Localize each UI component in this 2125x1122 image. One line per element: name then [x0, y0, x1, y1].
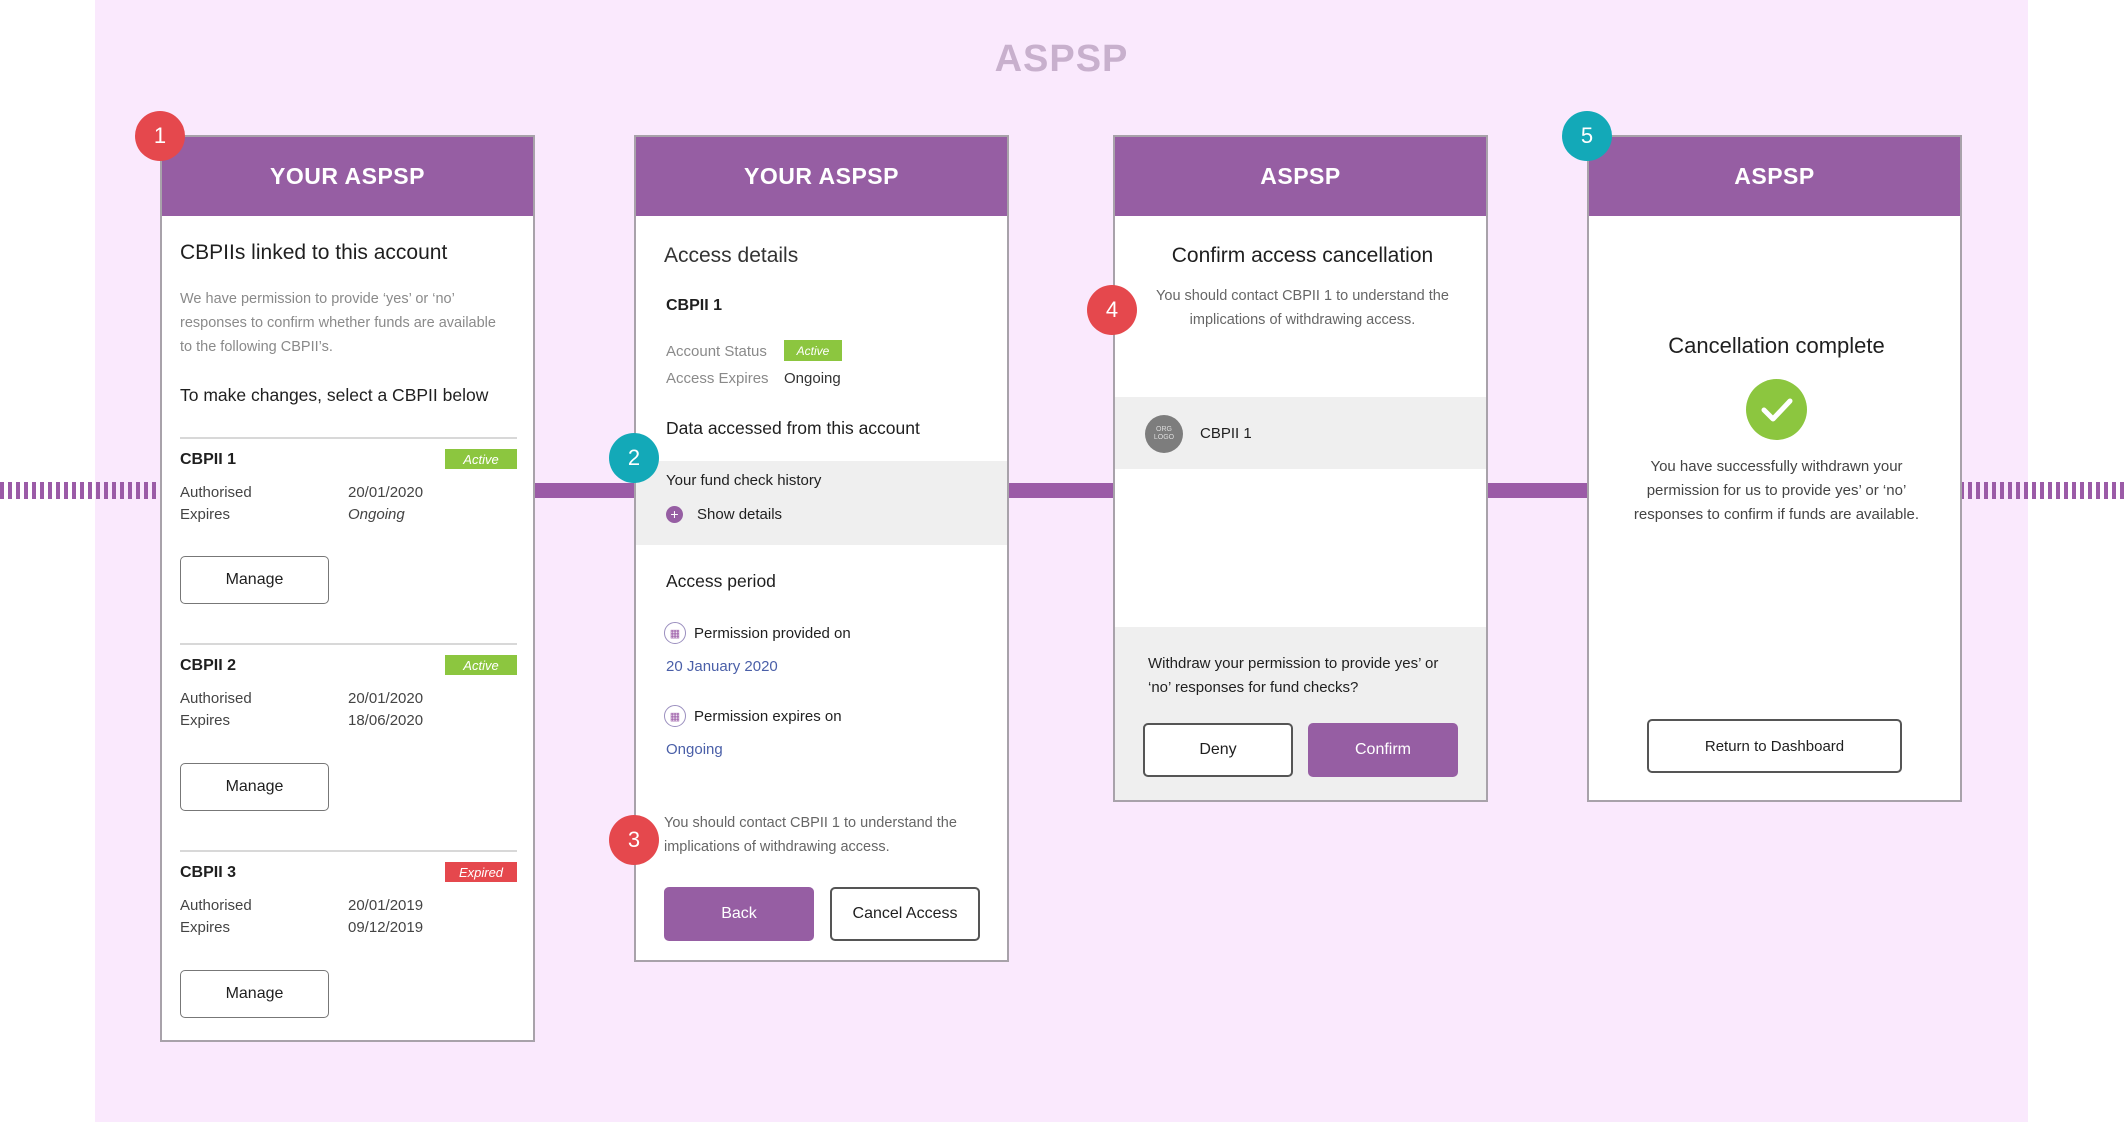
- success-message-line: You have successfully withdrawn your: [1650, 458, 1903, 475]
- notice-line: implications of withdrawing access.: [1189, 312, 1416, 328]
- region-title: ASPSP: [994, 38, 1129, 80]
- success-message-line: permission for us to provide yes’ or ‘no…: [1646, 482, 1907, 499]
- page-title: Cancellation complete: [1668, 333, 1885, 358]
- step-marker-4: 4: [1087, 285, 1137, 335]
- access-expires-label: Access Expires: [666, 370, 769, 387]
- authorised-label: Authorised: [180, 690, 252, 707]
- authorised-label: Authorised: [180, 897, 252, 914]
- success-message-line: responses to confirm if funds are availa…: [1633, 506, 1920, 523]
- permission-provided-date: 20 January 2020: [666, 658, 778, 675]
- expires-value: Ongoing: [348, 506, 405, 523]
- status-badge: Active: [445, 655, 517, 675]
- page-title: CBPIIs linked to this account: [180, 241, 448, 264]
- access-period-title: Access period: [666, 571, 776, 591]
- connector-1-2: [533, 483, 636, 498]
- back-button[interactable]: Back: [664, 887, 814, 941]
- page-title: Confirm access cancellation: [1171, 244, 1434, 267]
- cancel-access-button[interactable]: Cancel Access: [830, 887, 980, 941]
- step-marker-2: 2: [609, 433, 659, 483]
- manage-button[interactable]: Manage: [180, 556, 329, 604]
- expires-label: Expires: [180, 712, 231, 729]
- calendar-icon: ▦: [664, 705, 686, 727]
- notice-line: You should contact CBPII 1 to understand…: [1156, 288, 1449, 304]
- confirm-button[interactable]: Confirm: [1308, 723, 1458, 777]
- page-title: Access details: [664, 244, 799, 267]
- return-dashboard-button[interactable]: Return to Dashboard: [1647, 719, 1902, 773]
- screen-cbpii-list: YOUR ASPSP CBPIIs linked to this account…: [160, 135, 535, 1042]
- connector-dashed-right: [1960, 482, 2125, 499]
- calendar-icon: ▦: [664, 622, 686, 644]
- access-expires-value: Ongoing: [784, 370, 841, 387]
- step-marker-5: 5: [1562, 111, 1612, 161]
- description-line: responses to confirm whether funds are a…: [180, 315, 496, 331]
- deny-button[interactable]: Deny: [1143, 723, 1293, 777]
- status-badge: Active: [784, 340, 842, 361]
- expires-value: 18/06/2020: [348, 712, 424, 729]
- expires-label: Expires: [180, 919, 231, 936]
- screen-header: ASPSP: [1589, 137, 1960, 216]
- expires-value: 09/12/2019: [348, 919, 424, 936]
- divider: [180, 437, 517, 439]
- screen-header: YOUR ASPSP: [162, 137, 533, 216]
- authorised-date: 20/01/2020: [348, 484, 424, 501]
- question-line: Withdraw your permission to provide yes’…: [1148, 655, 1439, 672]
- screen-access-details: YOUR ASPSP Access details CBPII 1 Accoun…: [634, 135, 1009, 962]
- screen-header: YOUR ASPSP: [636, 137, 1007, 216]
- question-line: ‘no’ responses for fund checks?: [1148, 679, 1359, 696]
- manage-button[interactable]: Manage: [180, 970, 329, 1018]
- step-marker-3: 3: [609, 815, 659, 865]
- fund-history-label: Your fund check history: [666, 472, 822, 489]
- step-marker-1: 1: [135, 111, 185, 161]
- cbpii-name: CBPII 2: [180, 657, 237, 674]
- description-line: We have permission to provide ‘yes’ or ‘…: [180, 291, 455, 307]
- checkmark-icon: [1746, 379, 1807, 440]
- divider: [180, 643, 517, 645]
- notice-line: You should contact CBPII 1 to understand…: [664, 815, 957, 831]
- cbpii-name: CBPII 1: [1200, 425, 1252, 442]
- screen-header: ASPSP: [1115, 137, 1486, 216]
- instruction-text: To make changes, select a CBPII below: [180, 385, 489, 405]
- account-status-label: Account Status: [666, 343, 767, 360]
- description-line: to the following CBPII’s.: [180, 339, 333, 355]
- plus-circle-icon[interactable]: +: [666, 506, 683, 523]
- notice-line: implications of withdrawing access.: [664, 839, 890, 855]
- authorised-date: 20/01/2020: [348, 690, 424, 707]
- cbpii-name: CBPII 1: [180, 451, 237, 468]
- fund-history-panel: [636, 461, 1007, 545]
- status-badge: Active: [445, 449, 517, 469]
- status-badge: Expired: [445, 862, 517, 882]
- connector-2-3: [1006, 483, 1115, 498]
- connector-3-4: [1486, 483, 1589, 498]
- connector-dashed-left: [0, 482, 160, 499]
- permission-expires-label: Permission expires on: [694, 708, 842, 725]
- authorised-date: 20/01/2019: [348, 897, 424, 914]
- cbpii-name: CBPII 3: [180, 864, 237, 881]
- cbpii-name: CBPII 1: [666, 297, 723, 314]
- expires-label: Expires: [180, 506, 231, 523]
- screen-cancellation-complete: ASPSP Cancellation complete You have suc…: [1587, 135, 1962, 802]
- screen-confirm-cancellation: ASPSP Confirm access cancellation You sh…: [1113, 135, 1488, 802]
- manage-button[interactable]: Manage: [180, 763, 329, 811]
- divider: [180, 850, 517, 852]
- org-logo-text: ORG LOGO: [1153, 426, 1175, 441]
- permission-expires-value: Ongoing: [666, 741, 723, 758]
- permission-provided-label: Permission provided on: [694, 625, 851, 642]
- authorised-label: Authorised: [180, 484, 252, 501]
- data-accessed-title: Data accessed from this account: [666, 418, 920, 438]
- org-logo: ORG LOGO: [1145, 415, 1183, 453]
- show-details-link[interactable]: Show details: [697, 506, 783, 523]
